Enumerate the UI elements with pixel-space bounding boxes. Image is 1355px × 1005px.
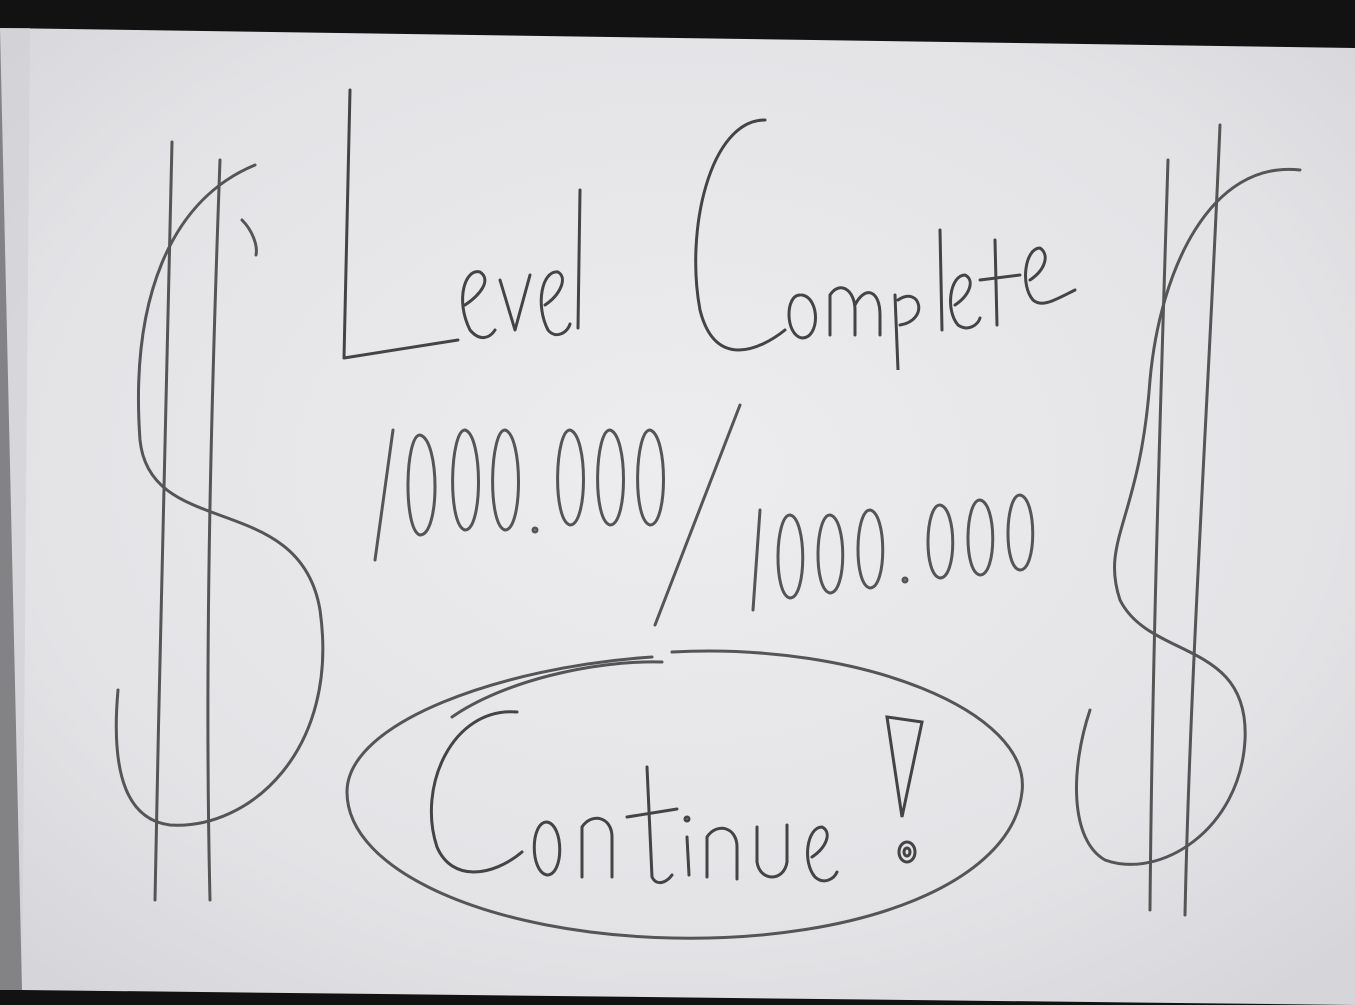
- continue-label-text: Continue: [420, 700, 1020, 852]
- score-current: 1000.000: [372, 417, 792, 520]
- continue-button[interactable]: [342, 642, 1032, 942]
- continue-button-label[interactable]: Continue!: [420, 700, 1072, 852]
- score-separator: /: [792, 417, 822, 520]
- score-total: 1000.000: [822, 417, 1242, 520]
- continue-button-outline: [345, 649, 1024, 940]
- page-title: Level Complete: [330, 160, 1244, 272]
- score-readout: 1000.000/1000.000: [372, 425, 1241, 513]
- continue-exclamation: !: [1020, 700, 1072, 852]
- continue-handwriting: [429, 710, 924, 885]
